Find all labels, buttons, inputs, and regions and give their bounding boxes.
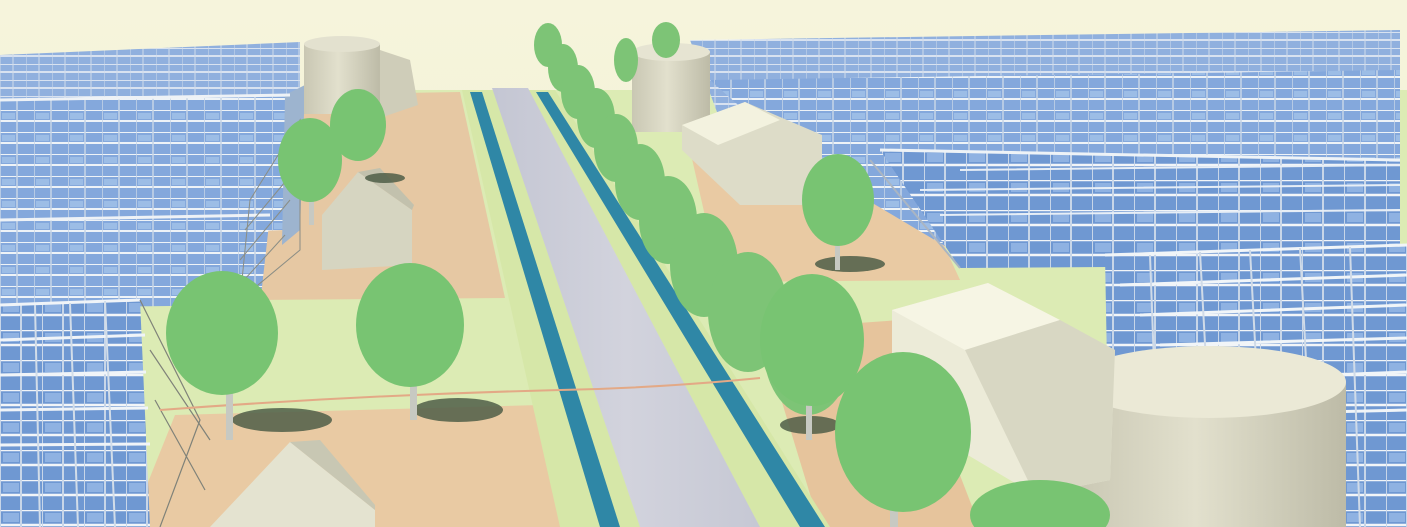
road [492, 88, 760, 527]
trees-scattered [166, 89, 1110, 527]
greenhouse-left-near [0, 298, 211, 527]
silo-right [1072, 346, 1346, 527]
house-bottom [210, 440, 375, 527]
greenhouse-left-far [0, 42, 305, 308]
greenhouse-right-far [690, 30, 1401, 269]
canal-left [470, 92, 620, 527]
shed-center [682, 102, 822, 205]
canal-right [536, 92, 825, 527]
path-line [159, 377, 761, 411]
